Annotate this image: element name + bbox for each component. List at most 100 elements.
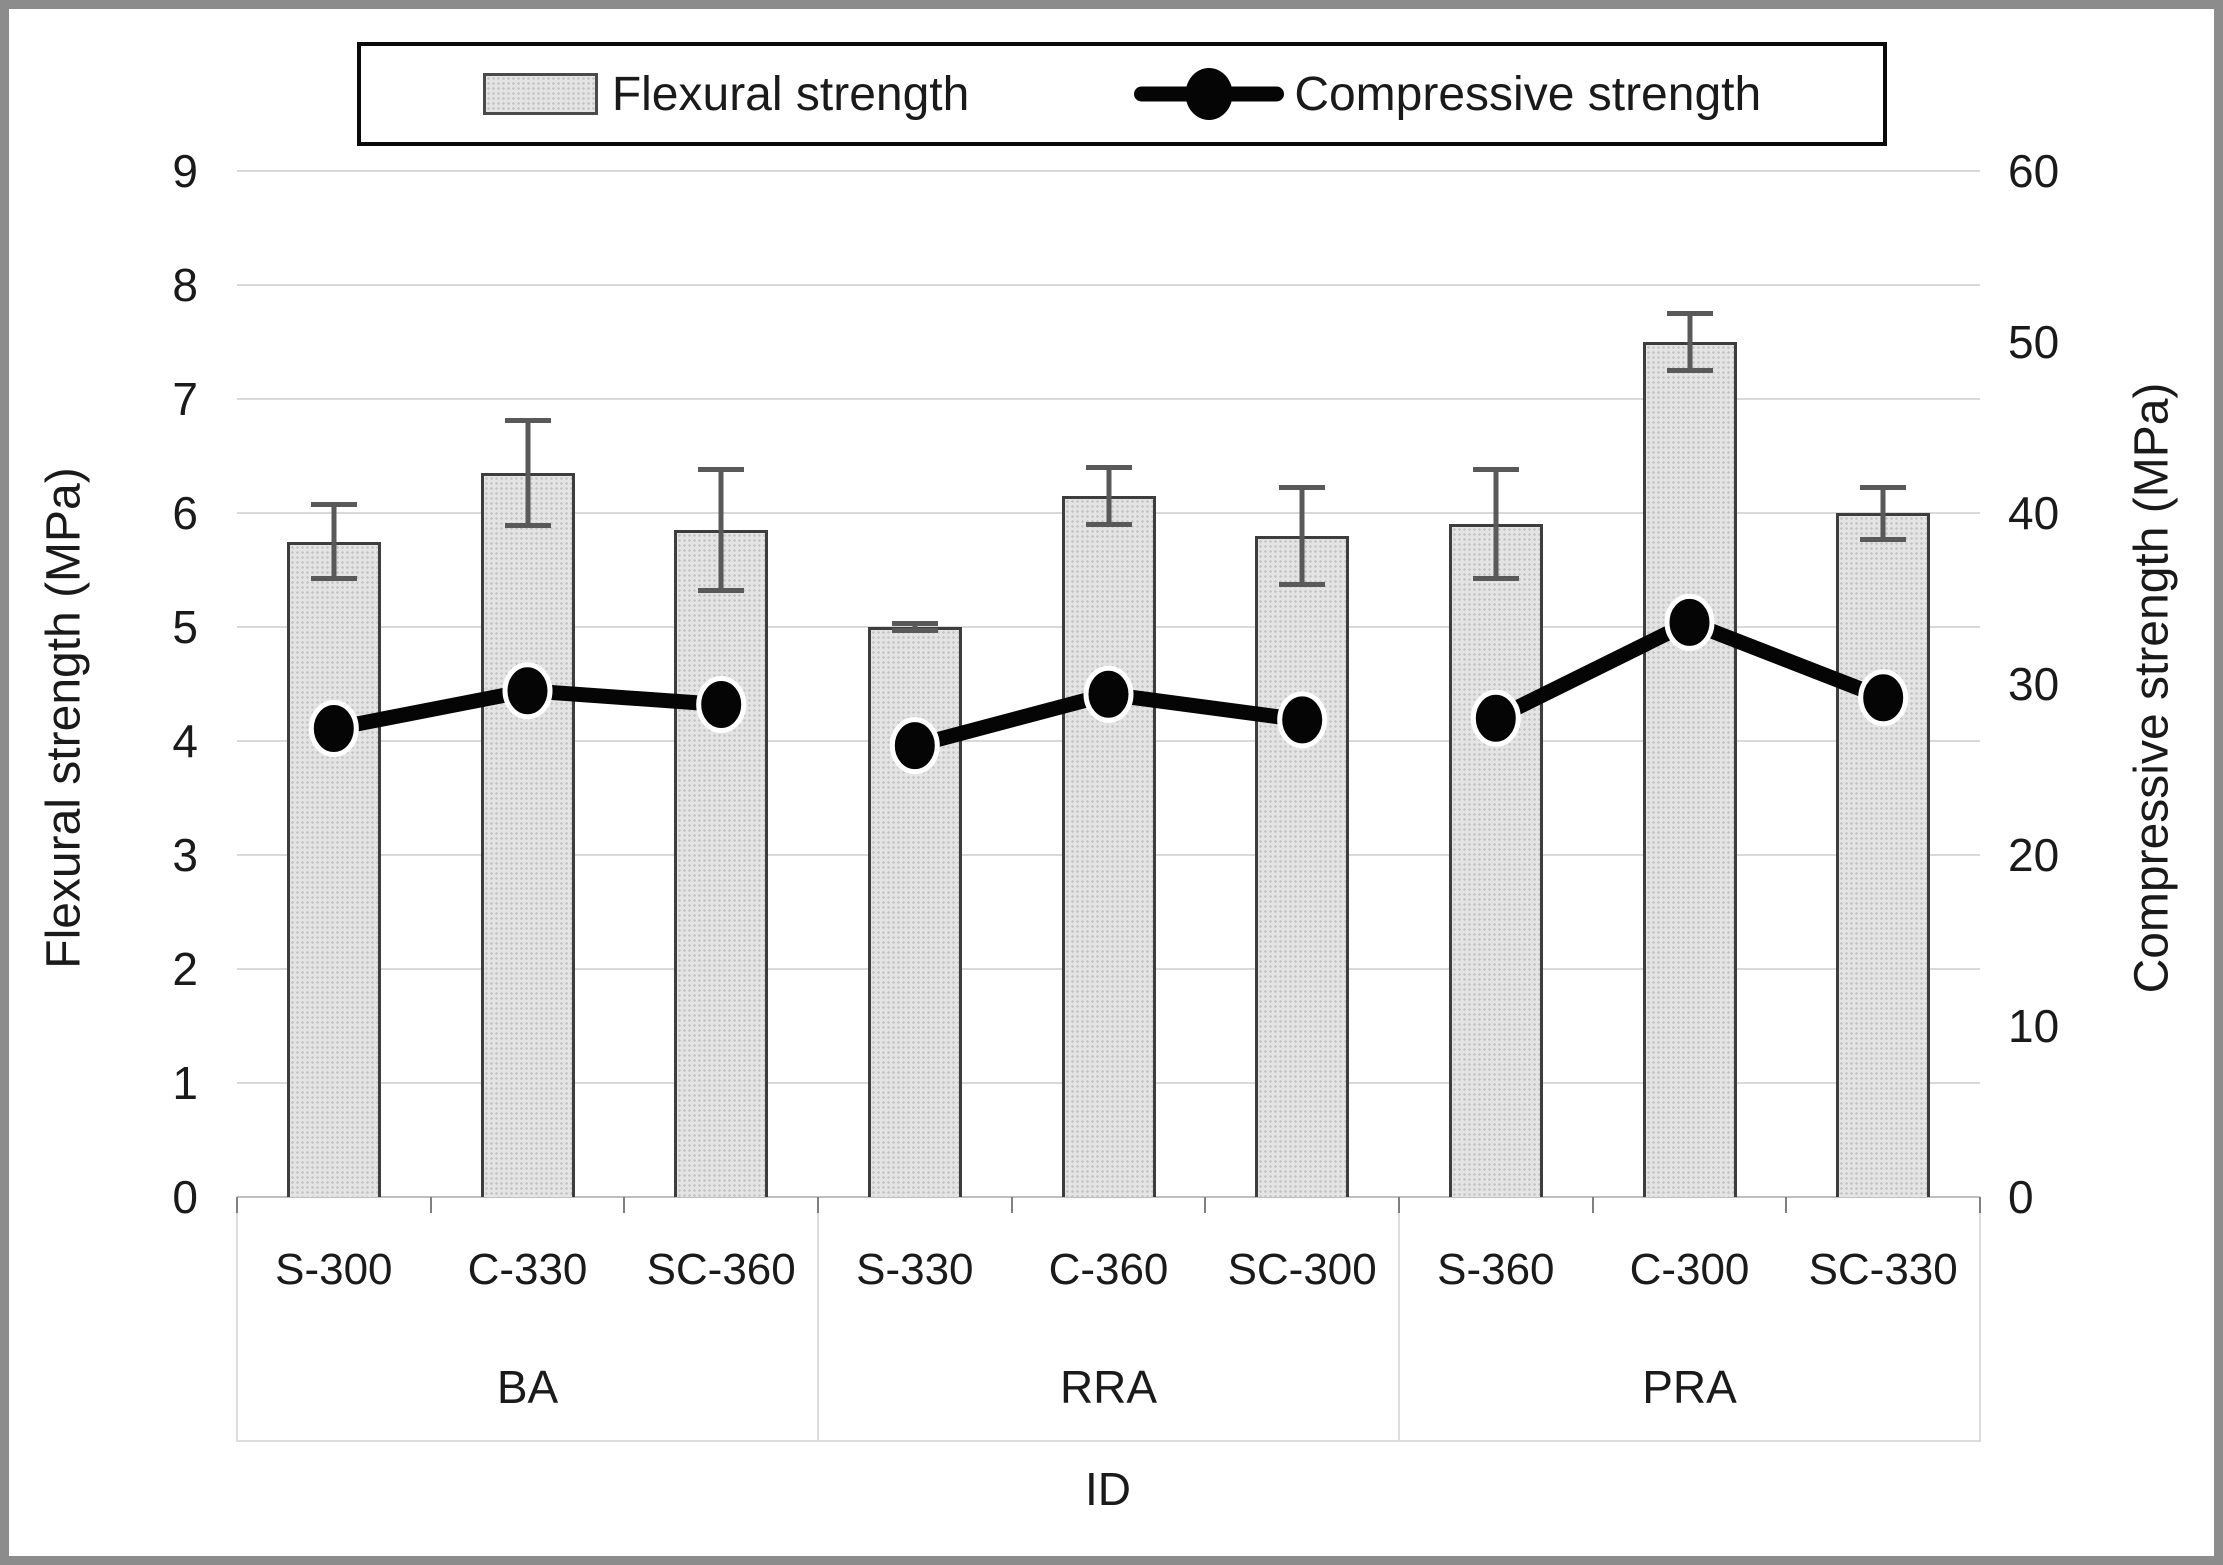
error-bar-stem	[1687, 311, 1692, 373]
error-bar-cap-bottom	[310, 576, 357, 582]
legend-label-flexural: Flexural strength	[611, 67, 970, 121]
error-bar	[1666, 311, 1713, 373]
category-boundary-tick	[623, 1197, 626, 1213]
bar	[480, 473, 575, 1197]
error-bar-stem	[718, 467, 724, 593]
bar	[1061, 495, 1156, 1197]
group-divider	[817, 1197, 819, 1442]
error-bar-cap-top	[1279, 484, 1326, 490]
error-bar	[504, 418, 551, 528]
bar	[1836, 513, 1931, 1197]
legend-spacer	[969, 94, 1134, 95]
legend-item-compressive: Compressive strength	[1134, 67, 1761, 122]
x-axis-title: ID	[1085, 1463, 1131, 1515]
right-tick-label: 50	[2008, 316, 2060, 368]
group-label: PRA	[1642, 1361, 1737, 1413]
left-tick-label: 5	[172, 601, 198, 653]
category-boundary-tick	[1398, 1197, 1400, 1213]
error-bar	[1085, 465, 1132, 527]
gridline	[237, 284, 1980, 286]
data-point-marker	[1664, 593, 1715, 651]
bar	[1448, 524, 1543, 1197]
data-point-marker	[1277, 691, 1328, 749]
error-bar	[1860, 484, 1907, 542]
error-bar-cap-top	[310, 501, 357, 507]
error-bar-cap-top	[1666, 311, 1713, 317]
error-bar-cap-top	[504, 418, 551, 424]
error-bar-cap-bottom	[891, 627, 938, 633]
error-bar-cap-top	[698, 467, 745, 473]
data-point-marker	[502, 662, 553, 720]
right-tick-label: 30	[2008, 658, 2060, 710]
category-label: SC-360	[646, 1245, 796, 1294]
group-divider	[1398, 1197, 1400, 1442]
error-bar	[1472, 467, 1519, 582]
category-label: C-300	[1629, 1245, 1750, 1294]
gridline	[237, 170, 1980, 172]
data-point-marker	[1858, 669, 1909, 727]
category-boundary-tick	[1785, 1197, 1788, 1213]
left-tick-label: 7	[172, 373, 198, 425]
error-bar	[891, 621, 938, 633]
error-bar	[310, 501, 357, 582]
category-label: S-360	[1437, 1245, 1555, 1294]
error-bar-stem	[1493, 467, 1499, 582]
category-label: S-330	[856, 1245, 974, 1294]
data-point-marker	[889, 717, 940, 775]
group-divider	[236, 1197, 238, 1442]
chart-legend: Flexural strength Compressive strength	[357, 42, 1887, 146]
category-label: SC-330	[1808, 1245, 1958, 1294]
left-tick-label: 2	[172, 943, 198, 995]
error-bar-cap-bottom	[1666, 367, 1713, 373]
error-bar-cap-top	[1860, 484, 1907, 490]
legend-label-compressive: Compressive strength	[1294, 67, 1762, 121]
right-tick-label: 60	[2008, 145, 2060, 197]
category-label: C-360	[1048, 1245, 1169, 1294]
error-bar-cap-top	[1085, 465, 1132, 471]
category-label: S-300	[275, 1245, 393, 1294]
error-bar-cap-bottom	[1472, 576, 1519, 582]
right-tick-label: 40	[2008, 487, 2060, 539]
error-bar-cap-bottom	[698, 587, 745, 593]
data-point-marker	[1083, 665, 1134, 723]
left-tick-label: 8	[172, 259, 198, 311]
bar	[674, 530, 769, 1197]
left-tick-label: 1	[172, 1057, 198, 1109]
category-boundary-tick	[1010, 1197, 1013, 1213]
category-boundary-tick	[1591, 1197, 1594, 1213]
left-tick-label: 4	[172, 715, 198, 767]
group-label: RRA	[1059, 1361, 1158, 1413]
bar	[286, 541, 381, 1197]
error-bar-cap-top	[891, 621, 938, 627]
group-divider	[1979, 1197, 1981, 1442]
left-tick-label: 0	[172, 1171, 198, 1223]
error-bar-cap-bottom	[1279, 582, 1326, 588]
dot-sample	[1185, 68, 1233, 120]
error-bar-cap-bottom	[504, 522, 551, 528]
group-label: BA	[496, 1361, 559, 1413]
data-point-marker	[308, 700, 359, 757]
left-tick-label: 9	[172, 145, 198, 197]
error-bar-stem	[912, 621, 918, 633]
error-bar-stem	[1299, 484, 1305, 588]
right-tick-label: 20	[2008, 829, 2060, 881]
line-series-svg	[308, 593, 1909, 775]
category-label: C-330	[467, 1245, 588, 1294]
category-boundary-tick	[236, 1197, 238, 1213]
legend-item-flexural: Flexural strength	[482, 67, 970, 122]
error-bar-stem	[525, 418, 530, 528]
category-boundary-tick	[1204, 1197, 1207, 1213]
right-tick-label: 10	[2008, 1000, 2060, 1052]
error-bar	[698, 467, 745, 593]
category-boundary-tick	[429, 1197, 432, 1213]
line-dot-icon	[1134, 67, 1285, 121]
error-bar-stem	[331, 501, 337, 582]
error-bar-cap-bottom	[1085, 521, 1132, 527]
x-axis-baseline	[237, 1196, 1980, 1198]
error-bar	[1279, 484, 1326, 588]
bar	[1255, 535, 1350, 1197]
category-boundary-tick	[1979, 1197, 1981, 1213]
left-tick-label: 6	[172, 487, 198, 539]
bar-swatch-icon	[482, 73, 598, 115]
